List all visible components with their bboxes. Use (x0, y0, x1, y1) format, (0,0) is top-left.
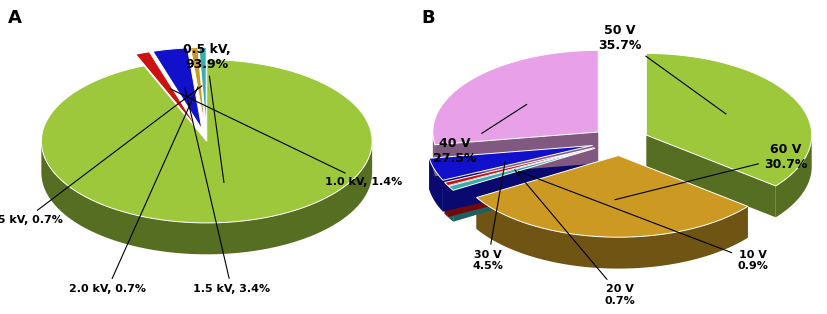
Polygon shape (41, 142, 372, 254)
Polygon shape (445, 182, 448, 217)
Text: 40 V
27.5%: 40 V 27.5% (433, 104, 527, 165)
Text: A: A (8, 9, 22, 27)
Polygon shape (445, 148, 595, 214)
Text: 1.5 kV, 3.4%: 1.5 kV, 3.4% (185, 88, 270, 294)
Polygon shape (153, 48, 202, 129)
Polygon shape (41, 60, 372, 223)
Text: 50 V
35.7%: 50 V 35.7% (599, 24, 726, 114)
Polygon shape (448, 148, 595, 217)
Polygon shape (190, 47, 205, 129)
Polygon shape (433, 50, 598, 145)
Text: B: B (422, 9, 435, 27)
Text: 3.5 kV, 0.7%: 3.5 kV, 0.7% (0, 86, 202, 225)
Text: 2.0 kV, 0.7%: 2.0 kV, 0.7% (69, 87, 198, 294)
Polygon shape (619, 155, 748, 238)
Polygon shape (647, 53, 812, 186)
Polygon shape (776, 135, 812, 217)
Polygon shape (445, 148, 595, 186)
Polygon shape (443, 145, 593, 212)
Polygon shape (433, 131, 435, 176)
Polygon shape (448, 186, 453, 222)
Text: 0.5 kV,
93.9%: 0.5 kV, 93.9% (183, 42, 231, 183)
Polygon shape (476, 198, 748, 268)
Text: 60 V
30.7%: 60 V 30.7% (615, 143, 807, 200)
Polygon shape (476, 155, 748, 237)
Polygon shape (448, 148, 595, 218)
Polygon shape (435, 132, 598, 176)
Text: 1.0 kV, 1.4%: 1.0 kV, 1.4% (170, 89, 403, 187)
Text: 20 V
0.7%: 20 V 0.7% (514, 170, 636, 306)
Polygon shape (429, 158, 443, 212)
Text: 30 V
4.5%: 30 V 4.5% (472, 161, 505, 271)
Polygon shape (429, 145, 593, 180)
Polygon shape (429, 145, 593, 190)
Polygon shape (448, 148, 595, 190)
Polygon shape (136, 52, 198, 130)
Polygon shape (476, 155, 619, 229)
Polygon shape (647, 135, 776, 217)
Polygon shape (453, 148, 595, 222)
Text: 10 V
0.9%: 10 V 0.9% (519, 171, 768, 271)
Polygon shape (199, 47, 206, 129)
